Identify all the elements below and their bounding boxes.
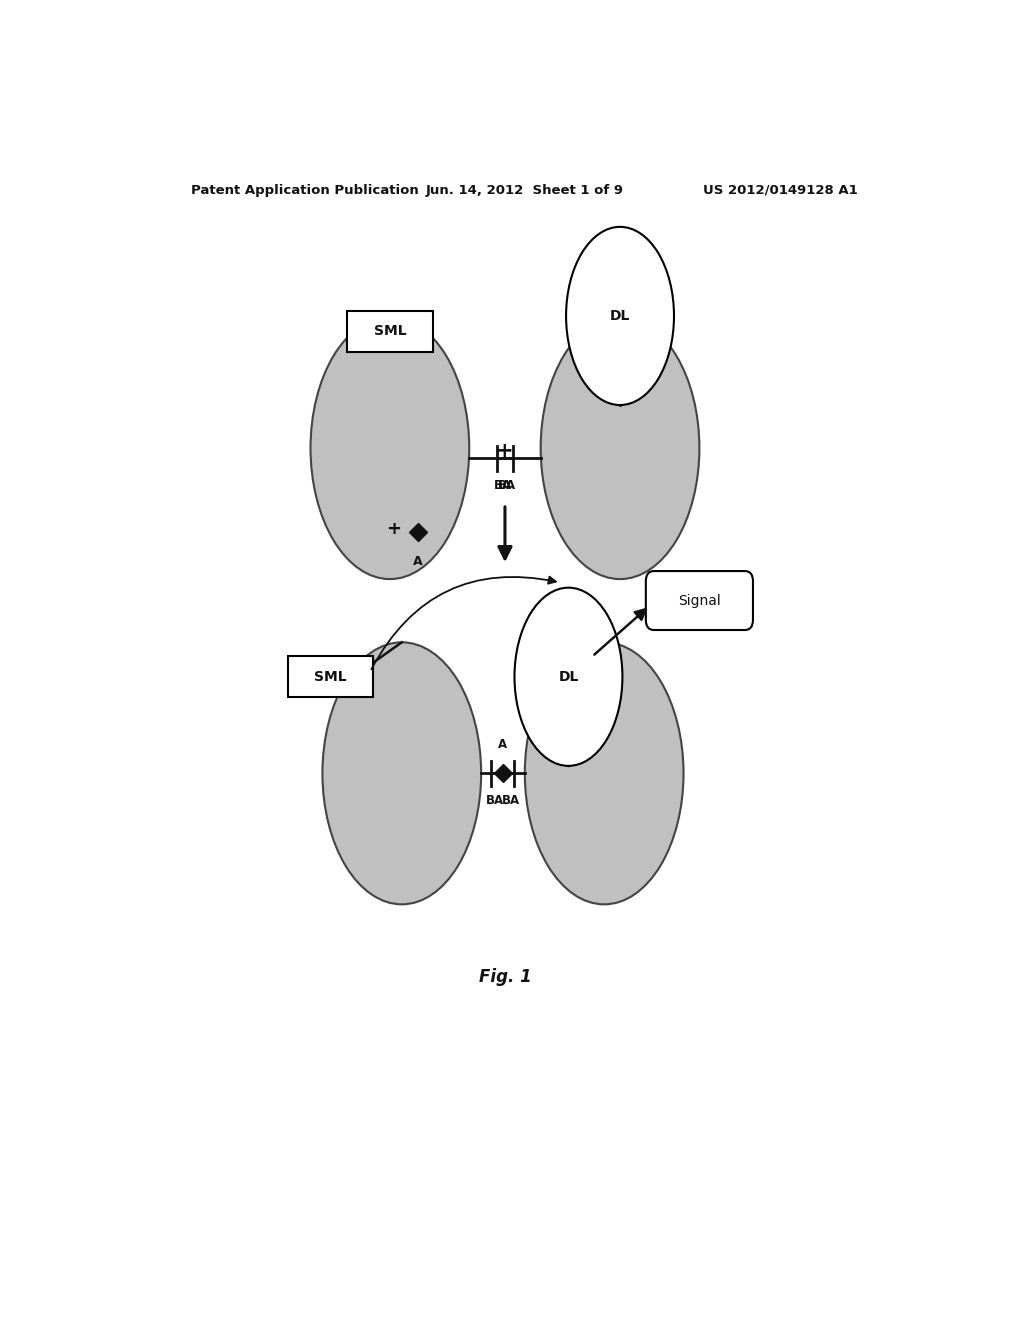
Ellipse shape bbox=[514, 587, 623, 766]
Text: DL: DL bbox=[610, 309, 630, 323]
Text: US 2012/0149128 A1: US 2012/0149128 A1 bbox=[703, 183, 858, 197]
Text: BA: BA bbox=[486, 795, 505, 807]
Ellipse shape bbox=[524, 643, 684, 904]
Text: BA: BA bbox=[498, 479, 516, 492]
Text: BA: BA bbox=[495, 479, 512, 492]
Text: A: A bbox=[499, 738, 508, 751]
FancyBboxPatch shape bbox=[646, 572, 753, 630]
Text: DL: DL bbox=[558, 669, 579, 684]
Text: Fig. 1: Fig. 1 bbox=[478, 968, 531, 986]
Text: Jun. 14, 2012  Sheet 1 of 9: Jun. 14, 2012 Sheet 1 of 9 bbox=[426, 183, 624, 197]
Text: Patent Application Publication: Patent Application Publication bbox=[191, 183, 419, 197]
Text: A: A bbox=[413, 554, 423, 568]
Text: Signal: Signal bbox=[678, 594, 721, 607]
FancyBboxPatch shape bbox=[288, 656, 373, 697]
Text: +: + bbox=[386, 520, 401, 539]
Ellipse shape bbox=[541, 317, 699, 579]
FancyBboxPatch shape bbox=[347, 312, 433, 351]
Ellipse shape bbox=[566, 227, 674, 405]
Text: +: + bbox=[497, 441, 514, 461]
Text: SML: SML bbox=[374, 325, 407, 338]
Text: SML: SML bbox=[314, 669, 347, 684]
Ellipse shape bbox=[323, 643, 481, 904]
Text: BA: BA bbox=[502, 795, 519, 807]
Ellipse shape bbox=[310, 317, 469, 579]
